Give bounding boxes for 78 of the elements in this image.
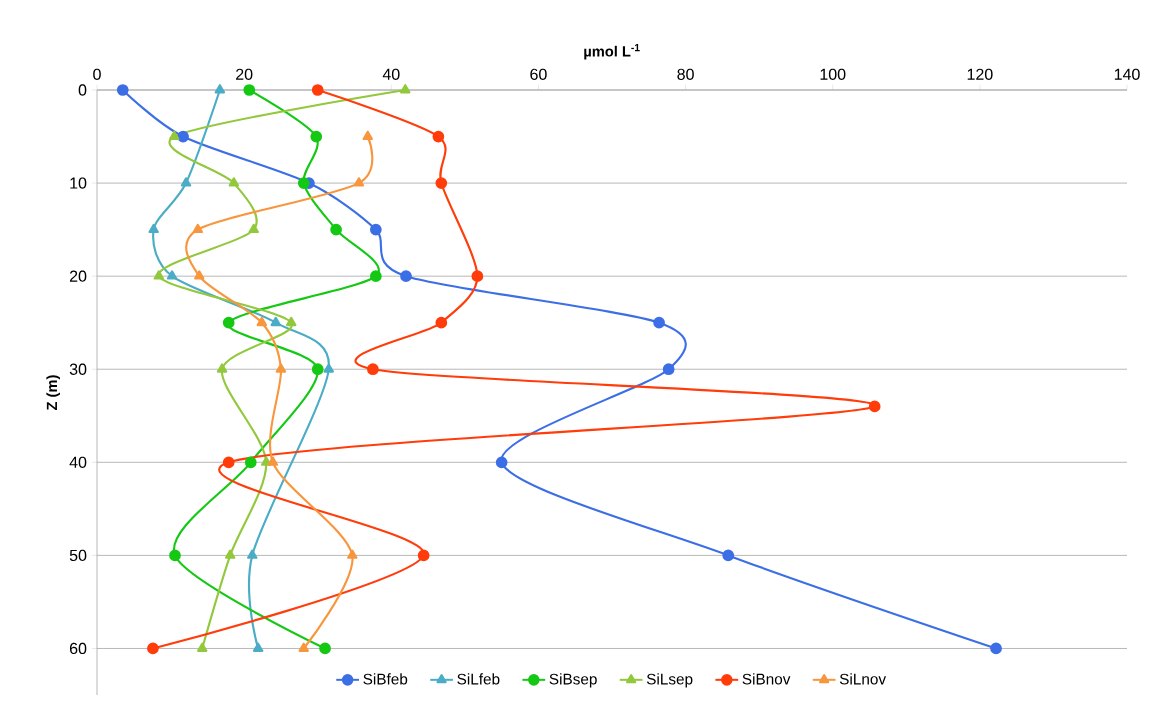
point: [653, 316, 665, 329]
point: [169, 549, 181, 562]
point: [369, 270, 382, 283]
point: [362, 130, 373, 141]
point: [330, 223, 342, 236]
point: [222, 316, 235, 329]
legend-label: SiBsep: [549, 673, 597, 688]
point: [400, 270, 412, 283]
point: [662, 363, 675, 376]
point: [310, 130, 323, 143]
point: [347, 549, 358, 559]
point: [367, 363, 379, 376]
legend-label: SiBnov: [742, 673, 791, 685]
point: [319, 642, 331, 655]
legend-label: SiLsep: [646, 673, 693, 688]
x-tick-label: 0: [93, 68, 101, 80]
y-tick-label: 30: [69, 363, 87, 375]
point: [435, 177, 448, 189]
point: [286, 316, 297, 327]
point: [247, 549, 258, 559]
point: [432, 130, 445, 143]
point: [353, 177, 365, 187]
y-tick-label: 10: [70, 177, 87, 189]
point: [243, 84, 256, 96]
point: [495, 456, 508, 469]
point: [192, 223, 204, 234]
point: [228, 177, 240, 187]
point: [270, 316, 282, 327]
point: [153, 270, 165, 280]
point: [275, 363, 287, 373]
point: [252, 642, 264, 652]
x-tick-label: 120: [967, 68, 993, 80]
x-tick-label: 100: [820, 68, 846, 80]
point: [166, 270, 178, 280]
point: [148, 223, 159, 234]
point: [180, 177, 192, 187]
x-tick-label: 60: [530, 68, 547, 80]
x-tick-label: 40: [382, 68, 400, 80]
point: [196, 642, 208, 652]
x-tick-label: 140: [1114, 68, 1140, 80]
y-tick-label: 0: [78, 84, 87, 96]
point: [990, 642, 1002, 655]
point: [169, 130, 180, 141]
legend-label: SiBfeb: [363, 673, 408, 685]
point: [369, 223, 382, 236]
point: [267, 456, 279, 466]
point: [323, 363, 334, 373]
point: [400, 84, 411, 94]
point: [311, 363, 324, 376]
point: [147, 642, 159, 655]
point: [194, 270, 205, 280]
point: [298, 642, 309, 652]
point: [244, 456, 257, 469]
y-tick-label: 60: [69, 642, 87, 655]
y-axis-title: Z (m): [46, 375, 60, 410]
x-tick-label: 20: [236, 68, 253, 80]
point: [177, 130, 189, 143]
x-tick-label: 80: [677, 68, 694, 80]
point: [471, 270, 484, 283]
point: [297, 177, 310, 189]
legend-label: SiLfeb: [457, 673, 500, 685]
y-tick-label: 20: [69, 270, 87, 282]
point: [256, 316, 268, 327]
point: [311, 84, 324, 96]
point: [435, 316, 448, 329]
point: [248, 223, 259, 234]
legend-label: SiLnov: [839, 673, 887, 685]
point: [214, 84, 226, 94]
point: [722, 549, 735, 562]
point: [417, 549, 430, 562]
point: [116, 84, 129, 96]
point: [868, 400, 881, 413]
y-tick-label: 50: [69, 549, 87, 562]
y-tick-label: 40: [69, 456, 87, 468]
point: [224, 549, 236, 559]
point: [222, 456, 235, 469]
x-axis-title: µmol L$^{-1}$: [584, 44, 640, 60]
point: [216, 363, 228, 373]
